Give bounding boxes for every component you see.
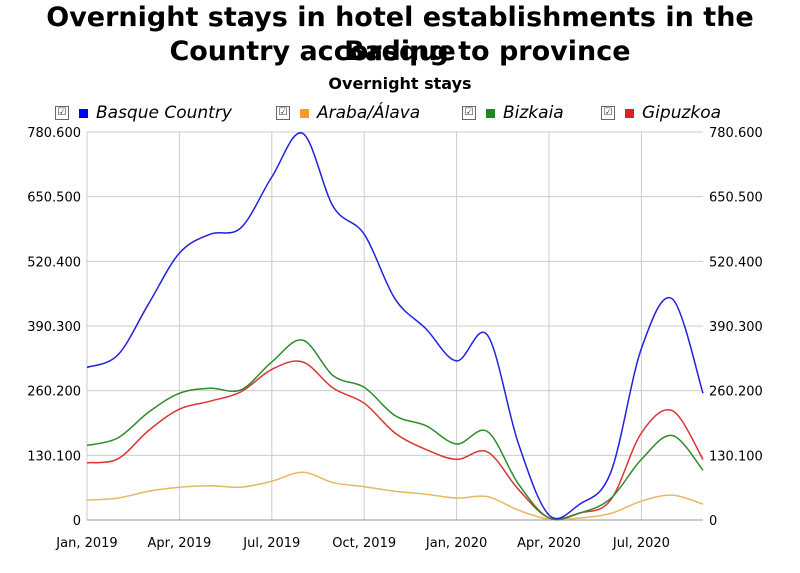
x-tick-label: Apr, 2019 [147,536,211,551]
y-tick-label-right: 780.600 [709,126,763,141]
legend-label-gipuzkoa: Gipuzkoa [642,103,722,123]
y-tick-label-right: 0 [709,514,717,529]
y-tick-label-left: 520.400 [27,255,81,270]
y-tick-label-left: 260.200 [27,385,81,400]
legend-swatch-basque-country [79,108,88,118]
x-tick-label: Jul, 2019 [242,536,300,551]
legend-swatch-bizkaia [486,108,495,118]
legend-checkbox-icon[interactable]: ☑ [601,106,615,120]
series-line-bizkaia [86,339,704,521]
legend-label-araba-alava: Araba/Álava [317,103,421,123]
series-line-araba-lava [86,471,704,521]
y-tick-label-right: 260.200 [709,385,763,400]
y-tick-label-left: 130.100 [27,449,81,464]
legend-item-basque-country[interactable]: ☑ Basque Country [55,103,232,123]
legend-checkbox-icon[interactable]: ☑ [55,106,69,120]
y-tick-label-left: 0 [73,514,81,529]
chart-legend: ☑ Basque Country ☑ Araba/Álava ☑ Bizkaia… [0,103,800,127]
x-tick-label: Jan, 2020 [425,536,487,551]
y-tick-label-left: 780.600 [27,126,81,141]
legend-item-araba-alava[interactable]: ☑ Araba/Álava [276,103,420,123]
y-tick-label-left: 390.300 [27,320,81,335]
series-line-gipuzkoa [86,360,704,520]
x-tick-label: Oct, 2019 [332,536,396,551]
legend-swatch-araba-alava [300,108,309,118]
x-tick-label: Apr, 2020 [517,536,581,551]
chart-subtitle: Overnight stays [328,74,472,93]
series-line-basque-country [86,132,704,520]
y-tick-label-right: 130.100 [709,449,763,464]
legend-label-bizkaia: Bizkaia [503,103,564,123]
legend-item-bizkaia[interactable]: ☑ Bizkaia [462,103,564,123]
y-tick-label-right: 650.500 [709,191,763,206]
legend-swatch-gipuzkoa [625,108,634,118]
chart-title-line-2: Country according to province [169,36,631,67]
legend-checkbox-icon[interactable]: ☑ [276,106,290,120]
y-tick-label-left: 650.500 [27,191,81,206]
legend-checkbox-icon[interactable]: ☑ [462,106,476,120]
x-tick-label: Jul, 2020 [612,536,670,551]
x-tick-label: Jan, 2019 [55,536,117,551]
y-tick-label-right: 390.300 [709,320,763,335]
legend-item-gipuzkoa[interactable]: ☑ Gipuzkoa [601,103,721,123]
chart-title-line-1: Overnight stays in hotel establishments … [46,2,754,67]
y-tick-label-right: 520.400 [709,255,763,270]
legend-label-basque-country: Basque Country [96,103,232,123]
